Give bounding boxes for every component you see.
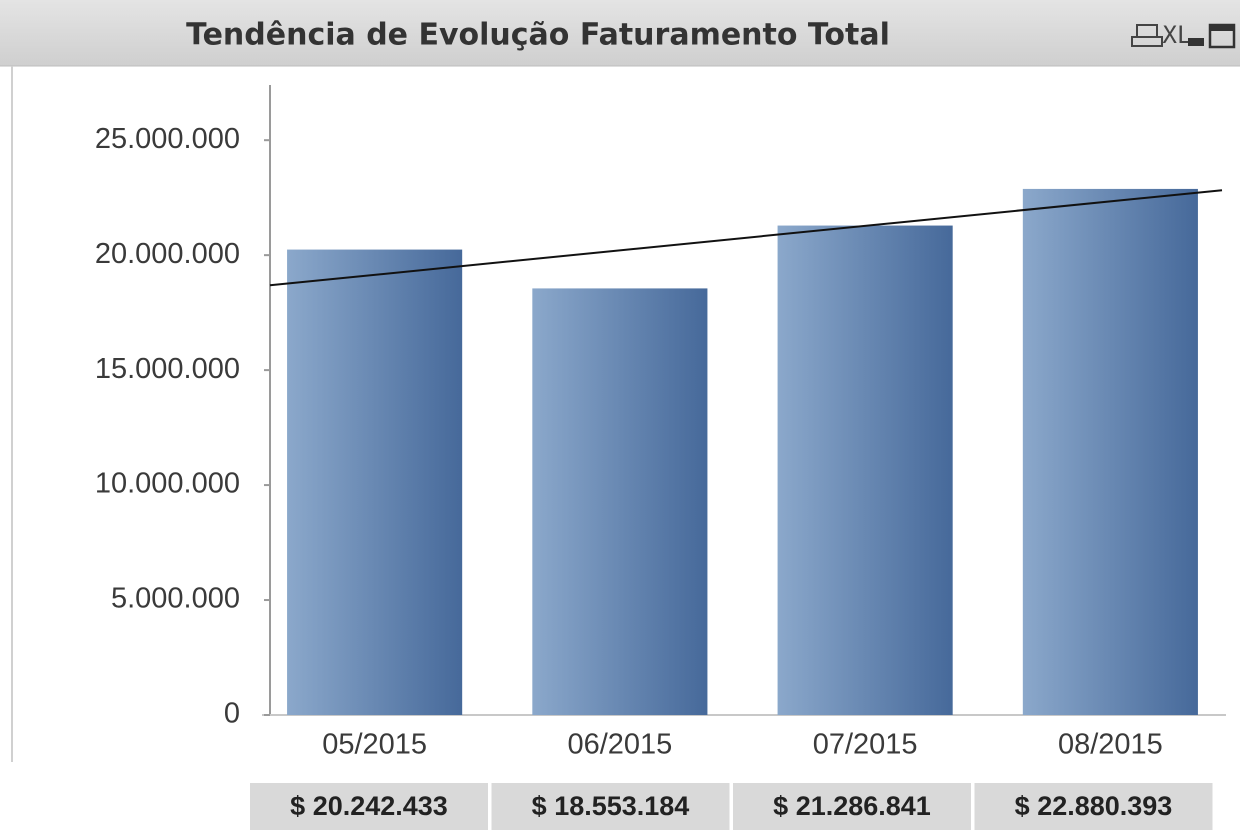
value-label: $ 20.242.433 [290,791,448,821]
maximize-button-bar[interactable] [1210,25,1234,31]
print-icon[interactable] [1131,24,1163,47]
trend-line [269,189,1223,287]
value-cell [250,783,488,830]
x-tick-label: 05/2015 [322,729,427,761]
x-tick-label: 06/2015 [567,729,672,761]
y-tick-label: 0 [224,698,240,730]
value-label: $ 18.553.184 [532,791,690,821]
value-cell [491,783,730,830]
bar [532,288,708,715]
title-bar [0,0,1240,66]
bar [777,225,953,715]
bar [1022,188,1198,715]
y-tick-label: 15.000.000 [95,353,240,385]
print-icon-base[interactable] [1131,36,1163,47]
value-cell [733,783,971,830]
bar [287,249,463,716]
y-tick-label: 25.000.000 [95,123,240,155]
excel-button[interactable]: XL [1163,21,1192,49]
y-tick-label: 20.000.000 [95,238,240,270]
x-tick-label: 08/2015 [1058,729,1163,761]
value-cell [974,783,1213,830]
minimize-button[interactable] [1188,38,1204,46]
value-label: $ 21.286.841 [773,791,931,821]
y-tick-label: 5.000.000 [111,583,240,615]
x-tick-label: 07/2015 [813,729,918,761]
y-tick-label: 10.000.000 [95,468,240,500]
chart-title: Tendência de Evolução Faturamento Total [186,18,890,53]
value-label: $ 22.880.393 [1015,791,1173,821]
